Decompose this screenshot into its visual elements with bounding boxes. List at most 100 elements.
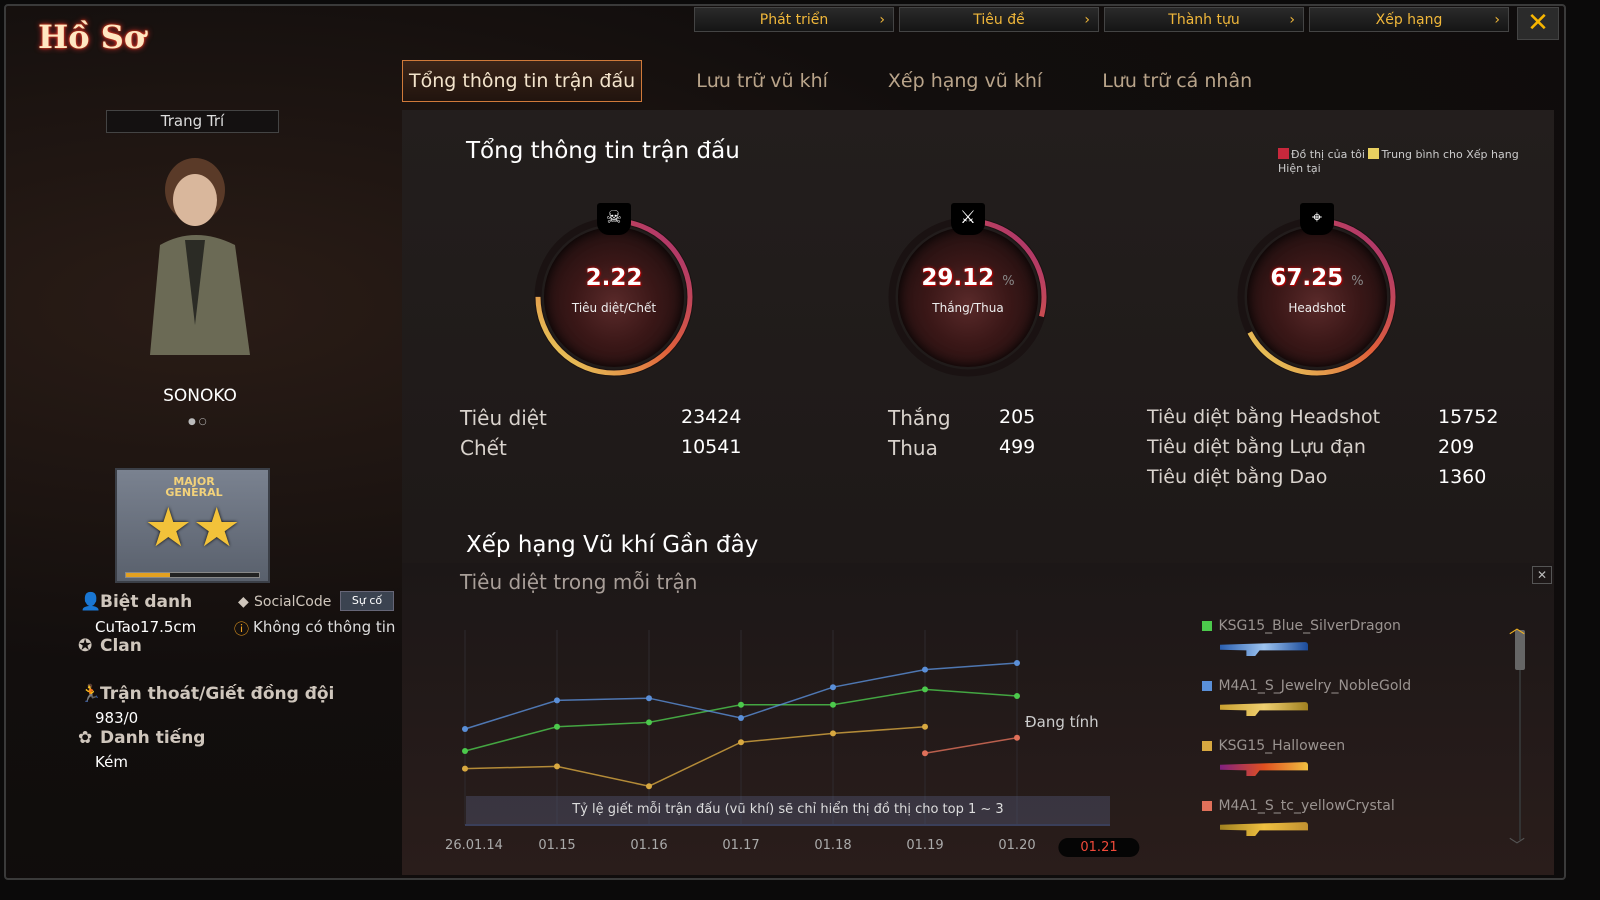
- reputation-label: Danh tiếng: [100, 728, 206, 748]
- window-title: Hồ Sơ: [38, 18, 146, 56]
- gauge-label: Thắng/Thua: [932, 301, 1004, 315]
- scrollbar-track[interactable]: [1519, 670, 1521, 840]
- tab-personal-archive[interactable]: Lưu trữ cá nhân: [1102, 70, 1253, 92]
- stat-value: 10541: [681, 436, 742, 458]
- report-button[interactable]: Sự cố: [340, 591, 394, 611]
- chart-subtitle: Tiêu diệt trong mỗi trận: [460, 570, 698, 594]
- nav-titles[interactable]: Tiêu đề ›: [899, 7, 1099, 32]
- x-tick-label[interactable]: 01.21: [1058, 838, 1140, 857]
- weapon-legend-item[interactable]: KSG15_Halloween: [1202, 738, 1345, 754]
- data-point: [738, 739, 744, 746]
- nav-label: Tiêu đề: [973, 11, 1025, 28]
- data-point: [462, 748, 468, 754]
- question-icon: ⓘ: [234, 620, 250, 638]
- rank-name: MAJOR GENERAL: [165, 475, 223, 499]
- data-point: [830, 730, 836, 737]
- stat-label: Thắng: [888, 406, 951, 430]
- x-tick-label[interactable]: 01.17: [722, 838, 760, 853]
- data-point: [554, 763, 560, 770]
- stat-label: Tiêu diệt bằng Headshot: [1147, 406, 1381, 428]
- nav-development[interactable]: Phát triển ›: [694, 7, 894, 32]
- x-tick-label[interactable]: 01.18: [814, 838, 852, 853]
- data-point: [830, 684, 836, 691]
- clan-icon: ✪: [78, 636, 93, 656]
- data-point: [646, 719, 652, 726]
- tab-match-summary[interactable]: Tổng thông tin trận đấu: [402, 60, 643, 102]
- nav-ranking[interactable]: Xếp hạng ›: [1309, 7, 1509, 32]
- data-point: [922, 666, 928, 673]
- series-line-3: [924, 737, 1018, 754]
- x-tick-label[interactable]: 01.16: [630, 838, 668, 853]
- data-point: [462, 765, 468, 772]
- stat-label: Tiêu diệt: [460, 406, 547, 430]
- stat-value: 15752: [1438, 406, 1499, 428]
- x-tick-label[interactable]: 01.20: [998, 838, 1036, 853]
- summary-title: Tổng thông tin trận đấu: [466, 138, 740, 164]
- stat-label: Chết: [460, 436, 507, 460]
- stat-value: 209: [1438, 436, 1475, 458]
- weapon-name: M4A1_S_Jewelry_NobleGold: [1218, 678, 1412, 694]
- escape-teamkill-label: Trận thoát/Giết đồng đội: [100, 684, 335, 704]
- carousel-dots[interactable]: ● ○: [188, 417, 207, 427]
- rank-progress-bar: [125, 572, 260, 578]
- stat-label: Thua: [888, 436, 938, 460]
- data-point: [922, 723, 928, 730]
- scrollbar-thumb[interactable]: [1515, 630, 1525, 670]
- gauge-unit: %: [1351, 274, 1364, 289]
- nav-achievements[interactable]: Thành tựu ›: [1104, 7, 1304, 32]
- close-button[interactable]: ✕: [1517, 7, 1559, 40]
- chevron-right-icon: ›: [879, 11, 885, 28]
- recent-title: Xếp hạng Vũ khí Gần đây: [466, 532, 759, 558]
- weapon-name: KSG15_Halloween: [1218, 738, 1346, 754]
- tab-weapon-archive[interactable]: Lưu trữ vũ khí: [696, 70, 828, 92]
- scroll-up-icon[interactable]: ︿: [1509, 618, 1526, 637]
- escape-teamkill-value: 983/0: [95, 709, 139, 727]
- weapon-name: KSG15_Blue_SilverDragon: [1218, 618, 1401, 634]
- data-point: [830, 701, 836, 708]
- weapon-legend-item[interactable]: M4A1_S_tc_yellowCrystal: [1202, 798, 1395, 814]
- tab-bar: Tổng thông tin trận đấu Lưu trữ vũ khí X…: [402, 60, 1306, 102]
- chevron-right-icon: ›: [1494, 11, 1500, 28]
- social-code-value: Không có thông tin: [253, 618, 396, 636]
- nickname-label: Biệt danh: [100, 592, 193, 612]
- scroll-down-icon[interactable]: ﹀: [1509, 836, 1526, 855]
- x-tick-label[interactable]: 01.19: [906, 838, 944, 853]
- stat-value: 1360: [1438, 466, 1487, 488]
- stat-value: 499: [999, 436, 1036, 458]
- data-point: [646, 783, 652, 790]
- tag-icon: ◆: [238, 594, 249, 610]
- weapon-name: M4A1_S_tc_yellowCrystal: [1218, 798, 1395, 814]
- x-tick-label[interactable]: 01.15: [538, 838, 576, 853]
- nav-label: Thành tựu: [1168, 11, 1240, 28]
- data-point: [462, 726, 468, 732]
- tab-weapon-ranking[interactable]: Xếp hạng vũ khí: [887, 70, 1043, 92]
- legend-swatch: [1202, 741, 1212, 751]
- gauge-1: ⚔ 29.12 % Thắng/Thua: [888, 203, 1048, 377]
- user-icon: 👤: [80, 592, 102, 612]
- data-point: [646, 695, 652, 702]
- legend-label: Trung bình cho Xếp hạng Hiện tại: [1278, 148, 1519, 175]
- headshot-icon: ⌖: [1300, 203, 1334, 235]
- decorate-button[interactable]: Trang Trí: [106, 110, 279, 133]
- gauge-0: ☠ 2.22 Tiêu diệt/Chết: [534, 203, 694, 377]
- crossed-rifles-icon: ⚔: [951, 203, 985, 235]
- running-icon: 🏃: [80, 684, 102, 704]
- legend-swatch: [1202, 681, 1212, 691]
- gauge-unit: %: [1002, 274, 1015, 289]
- rank-badge: MAJOR GENERAL ★★: [115, 468, 270, 583]
- x-tick-label[interactable]: 26.01.14: [445, 838, 503, 853]
- chart-container: [402, 563, 1554, 875]
- legend-swatch: [1202, 801, 1212, 811]
- weapon-legend-item[interactable]: M4A1_S_Jewelry_NobleGold: [1202, 678, 1411, 694]
- star-icon: ★★: [144, 496, 241, 559]
- chart-close-button[interactable]: ✕: [1532, 566, 1552, 584]
- stat-label: Tiêu diệt bằng Dao: [1147, 466, 1328, 488]
- data-point: [738, 715, 744, 721]
- nav-label: Xếp hạng: [1375, 11, 1443, 28]
- pending-label: Đang tính: [1025, 713, 1099, 731]
- reputation-value: Kém: [95, 753, 128, 771]
- weapon-legend-item[interactable]: KSG15_Blue_SilverDragon: [1202, 618, 1401, 634]
- data-point: [554, 697, 560, 704]
- gauge-value: 67.25: [1270, 265, 1344, 291]
- gauge-2: ⌖ 67.25 % Headshot: [1237, 203, 1397, 377]
